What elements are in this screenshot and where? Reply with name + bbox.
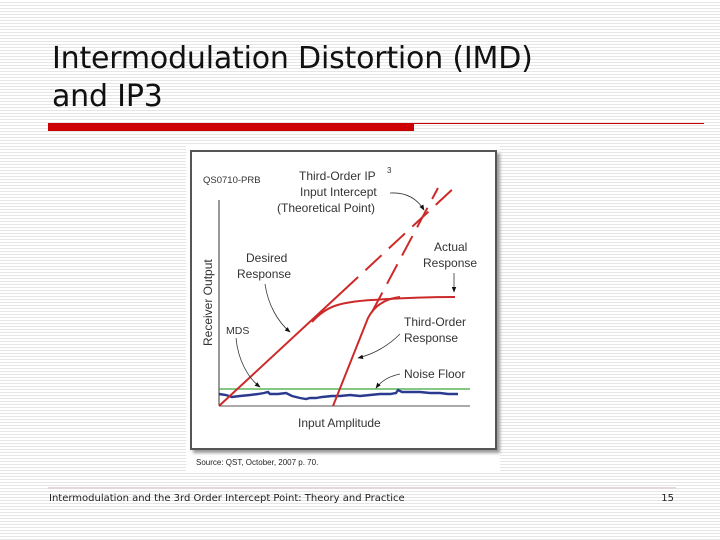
third-order-label-line-1: Third-Order: [404, 315, 466, 329]
actual-label-line-1: Actual: [434, 240, 467, 254]
mds-arrow-icon: [235, 337, 261, 388]
desired-response-line: [218, 291, 343, 407]
actual-label-line-2: Response: [423, 256, 477, 270]
slide-title: Intermodulation Distortion (IMD) and IP3: [52, 40, 672, 116]
imd-diagram: QS0710-PRB Receiver Output Input Amplitu…: [201, 166, 477, 430]
ip3-arrow-icon: [389, 192, 425, 211]
noise-floor-label: Noise Floor: [404, 367, 465, 381]
mds-label: MDS: [226, 325, 249, 337]
figure-id-label: QS0710-PRB: [203, 175, 261, 186]
ip3-label-line-3: (Theoretical Point): [277, 201, 375, 215]
ip3-label-line-2: Input Intercept: [300, 185, 377, 199]
third-order-extrapolation: [371, 187, 439, 313]
slide-title-line-2: and IP3: [52, 79, 163, 114]
title-accent-bar: [48, 123, 414, 131]
third-order-label-line-2: Response: [404, 331, 458, 345]
actual-response-curve: [311, 296, 456, 323]
slide-title-line-1: Intermodulation Distortion (IMD): [52, 41, 533, 76]
noise-floor-arrow-icon: [375, 373, 401, 389]
footer-divider: [48, 487, 676, 489]
y-axis-label: Receiver Output: [201, 259, 215, 346]
desired-response-extrapolation: [341, 185, 457, 293]
x-axis-label: Input Amplitude: [298, 416, 381, 430]
third-order-response-line: [332, 296, 401, 407]
desired-label-line-1: Desired: [246, 251, 287, 265]
ip3-superscript: 3: [387, 166, 392, 175]
figure-container: QS0710-PRB Receiver Output Input Amplitu…: [186, 146, 500, 472]
footer-text: Intermodulation and the 3rd Order Interc…: [49, 493, 405, 504]
figure-frame: QS0710-PRB Receiver Output Input Amplitu…: [190, 150, 497, 450]
page-number: 15: [661, 493, 674, 504]
title-accent-line: [414, 123, 704, 124]
desired-label-line-2: Response: [237, 267, 291, 281]
desired-arrow-icon: [264, 283, 291, 333]
third-order-arrow-icon: [357, 333, 401, 359]
noise-floor-trace: [218, 388, 458, 401]
figure-caption: Source: QST, October, 2007 p. 70.: [196, 458, 319, 467]
ip3-label-line-1: Third-Order IP: [299, 169, 376, 183]
